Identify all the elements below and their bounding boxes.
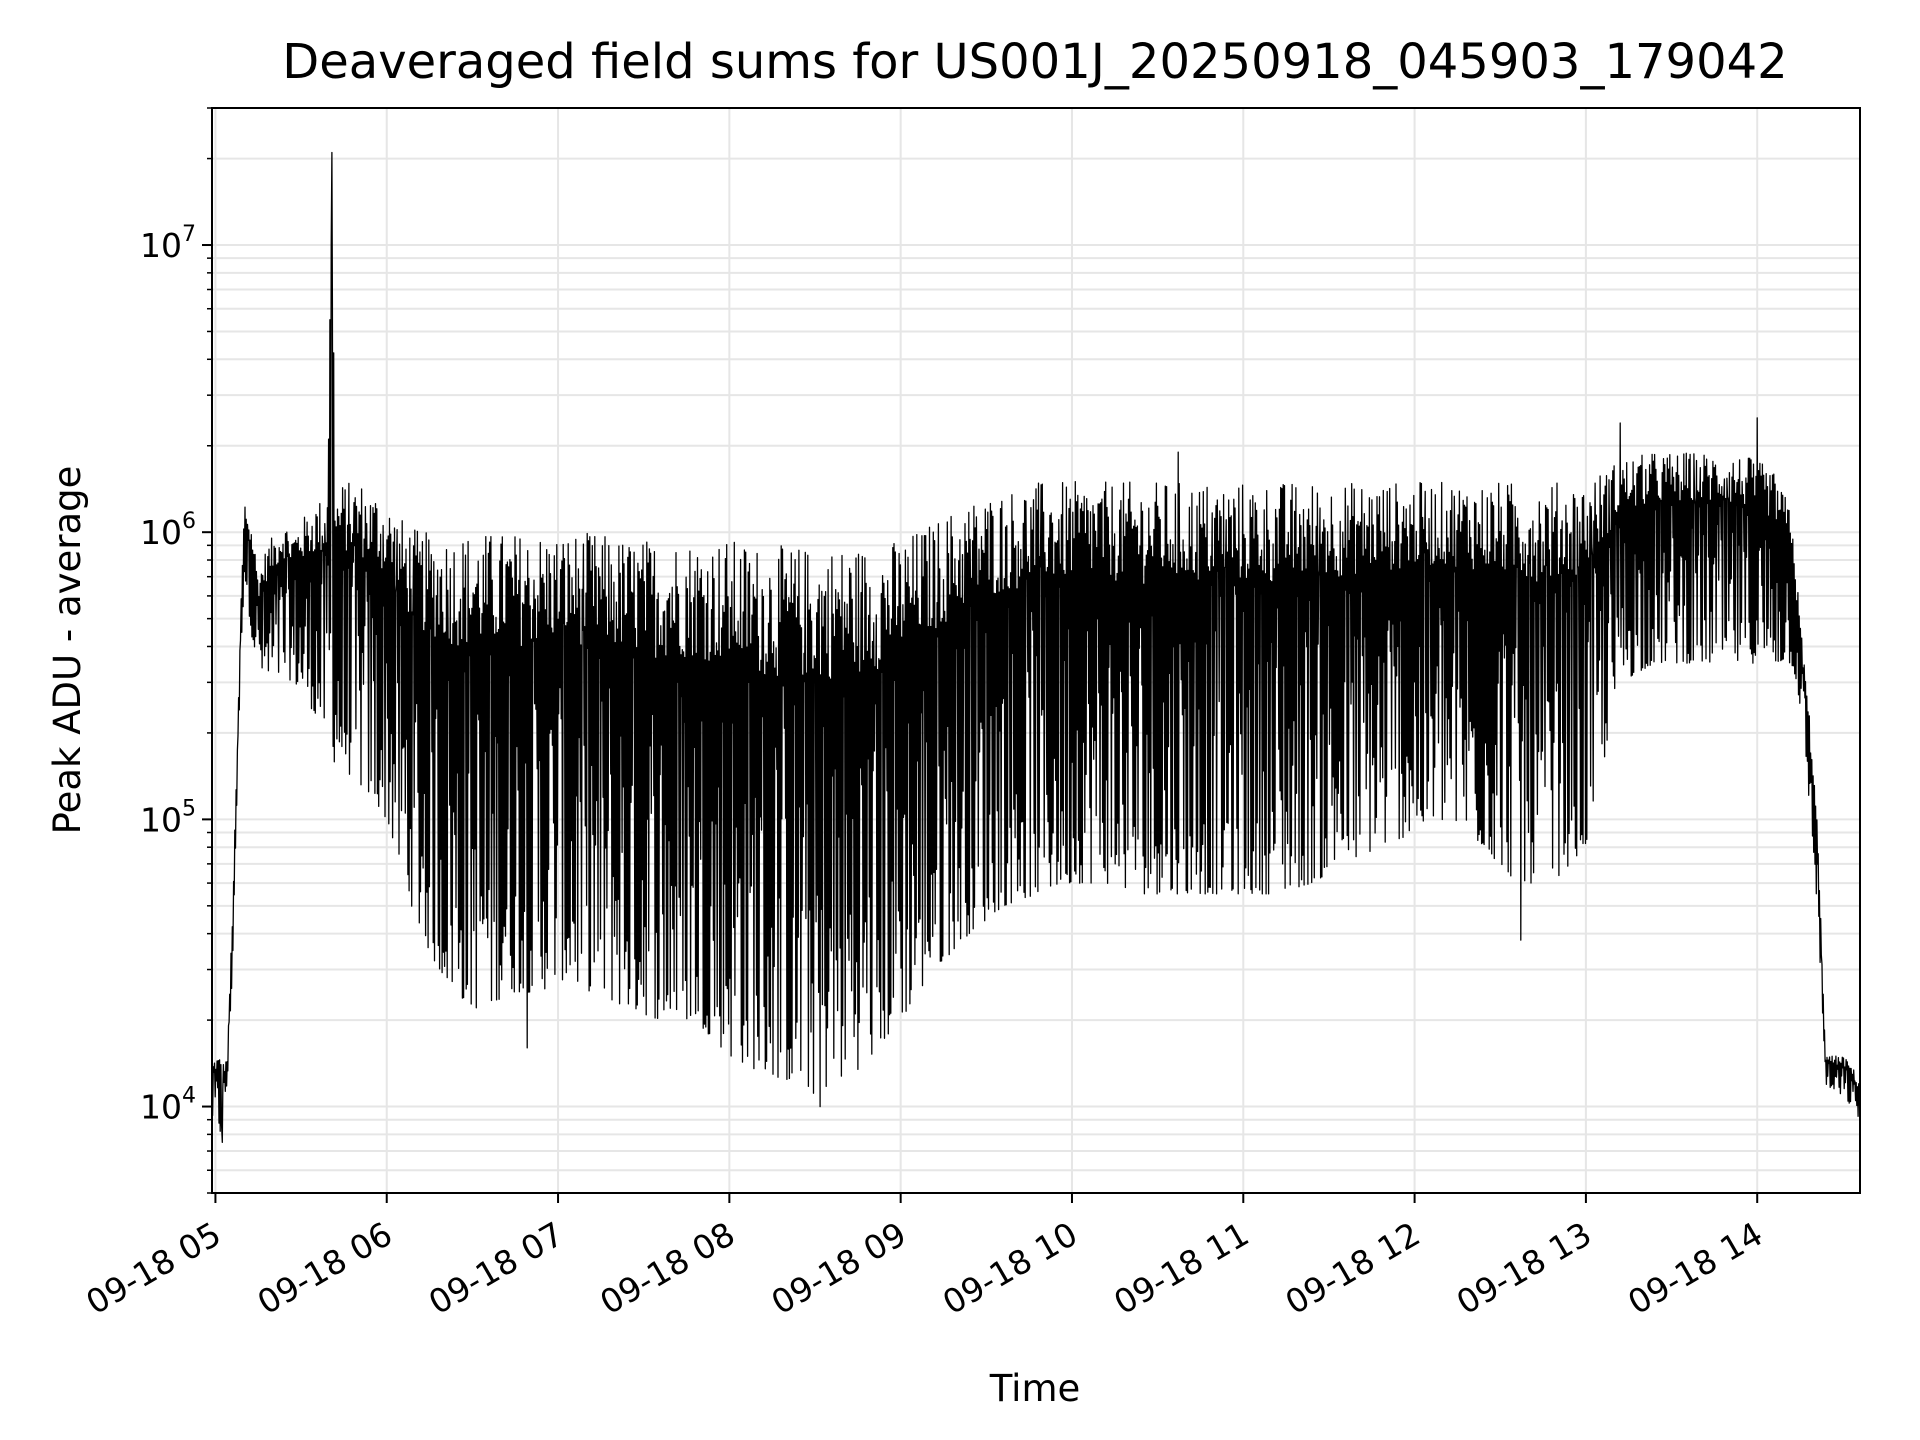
series-line bbox=[211, 151, 1861, 1144]
y-axis-label: Peak ADU - average bbox=[46, 466, 89, 835]
y-tick-label: 107 bbox=[140, 222, 196, 265]
y-tick-label: 105 bbox=[140, 796, 196, 839]
chart-title: Deaveraged field sums for US001J_2025091… bbox=[282, 34, 1787, 90]
y-tick-label: 106 bbox=[140, 509, 196, 552]
series-area bbox=[211, 151, 1861, 1144]
plot-frame bbox=[211, 107, 1861, 1194]
y-tick-label: 104 bbox=[140, 1084, 196, 1127]
x-axis-label: Time bbox=[989, 1367, 1081, 1410]
